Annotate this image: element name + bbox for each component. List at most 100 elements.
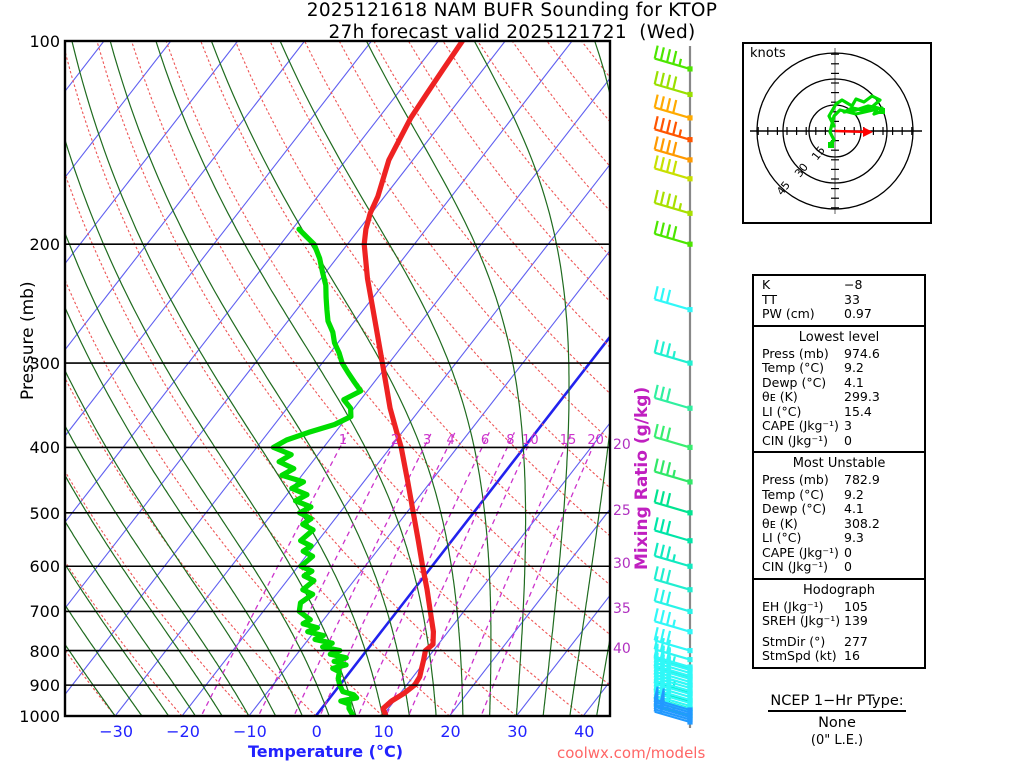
most-unstable-key: CIN (Jkg⁻¹) [762,559,828,574]
most-unstable-key: LI (°C) [762,530,802,545]
hodograph-stats-heading: Hodograph [803,582,875,598]
lowest-level-section: Lowest level Press (mb) 974.6 Temp (°C) 9.2… [754,324,924,452]
index-value: 0.97 [844,306,872,321]
most-unstable-row: LI (°C) 9.3 [754,530,924,546]
temperature-tick--30: −30 [99,722,134,741]
mixing-ratio-label-4: 4 [446,433,455,449]
hodograph-stat-value: 139 [844,613,868,628]
skewt-diagram [63,39,693,728]
pressure-tick-700: 700 [29,602,60,622]
index-row: TT 33 [754,291,924,308]
lowest-level-key: Temp (°C) [762,360,825,375]
most-unstable-value: 308.2 [844,515,880,531]
hodograph-stats-section: Hodograph EH (Jkg⁻¹) 105 SREH (Jkg⁻¹) 139 St… [754,577,924,667]
lowest-level-value: 15.4 [844,403,872,419]
mixing-ratio-label-1: 1 [338,433,348,449]
pressure-tick-100: 100 [29,32,60,51]
mixing-ratio-label-2: 2 [390,433,400,449]
hodograph-stat-row: StmDir (°) 277 [754,633,924,650]
mixing-ratio-axis-title: Mixing Ratio (g/kg) [632,386,652,570]
hodograph-stat-row: StmSpd (kt) 16 [754,648,924,664]
temperature-tick--20: −20 [166,722,200,741]
pressure-tick-500: 500 [29,503,60,523]
indices-section: K −8 TT 33 PW (cm) 0.97 [754,276,924,325]
mixing-ratio-label-20: 20 [587,433,604,449]
most-unstable-heading: Most Unstable [792,456,886,471]
most-unstable-value: 782.9 [844,472,880,487]
index-value: −8 [844,277,863,292]
index-value: 33 [844,291,860,307]
pressure-tick-200: 200 [29,235,60,255]
mixing-ratio-label-6: 6 [480,433,490,449]
height-label-25: 25 [613,502,631,519]
pressure-tick-600: 600 [29,557,60,577]
most-unstable-value: 4.1 [844,501,864,516]
svg-text:15: 15 [809,144,828,163]
most-unstable-key: Dewp (°C) [762,501,827,516]
temperature-tick-20: 20 [440,722,461,741]
lowest-level-row: CAPE (Jkg⁻¹) 3 [754,418,924,434]
temperature-tick-40: 40 [574,722,595,741]
hodograph-stat-key: SREH (Jkg⁻¹) [762,613,841,628]
lowest-level-row: Dewp (°C) 4.1 [754,374,924,391]
most-unstable-value: 0 [844,544,852,560]
most-unstable-row: CIN (Jkg⁻¹) 0 [754,559,924,575]
lowest-level-row: LI (°C) 15.4 [754,403,924,420]
pressure-tick-1000: 1000 [19,707,60,726]
watermark: coolwx.com/models [557,744,706,762]
pressure-tick-900: 900 [29,676,60,696]
hodograph-stat-row: EH (Jkg⁻¹) 105 [754,598,924,615]
lowest-level-value: 0 [844,432,852,448]
hodograph-stat-key: EH (Jkg⁻¹) [762,598,824,614]
ptype-heading: NCEP 1−Hr PType: [768,693,906,712]
mixing-ratio-label-3: 3 [422,433,432,449]
lowest-level-value: 299.3 [844,389,880,404]
hodograph-stat-row: SREH (Jkg⁻¹) 139 [754,613,924,629]
height-label-35: 35 [613,601,631,618]
hodograph-stat-value: 16 [844,648,860,663]
lowest-level-key: CAPE (Jkg⁻¹) [762,418,839,433]
lowest-level-row: Temp (°C) 9.2 [754,360,924,376]
pressure-tick-400: 400 [29,438,60,458]
most-unstable-section: Most Unstable Press (mb) 782.9 Temp (°C) 9.… [754,451,924,578]
lowest-level-row: θᴇ (K) 299.3 [754,389,924,405]
most-unstable-row: Dewp (°C) 4.1 [754,501,924,517]
most-unstable-value: 9.2 [844,486,864,502]
lowest-level-value: 3 [844,418,852,433]
temperature-tick-30: 30 [507,722,528,741]
lowest-level-key: Press (mb) [762,345,829,361]
index-key: K [762,277,771,292]
ptype-value: None [818,715,856,731]
lowest-level-key: Dewp (°C) [762,374,827,390]
lowest-level-value: 974.6 [844,345,880,361]
lowest-level-row: CIN (Jkg⁻¹) 0 [754,432,924,449]
hodograph-panel: 15 30 45 knots [742,42,932,224]
index-row: PW (cm) 0.97 [754,306,924,322]
temperature-tick--10: −10 [233,722,267,741]
temperature-tick-10: 10 [373,722,394,741]
lowest-level-key: θᴇ (K) [762,389,798,404]
mixing-ratio-label-15: 15 [559,433,577,449]
most-unstable-row: CAPE (Jkg⁻¹) 0 [754,544,924,561]
lowest-level-row: Press (mb) 974.6 [754,345,924,362]
lowest-level-heading: Lowest level [798,329,880,345]
chart-title-line1: 2025121618 NAM BUFR Sounding for KTOP [306,0,718,21]
index-key: TT [762,291,778,307]
lowest-level-key: CIN (Jkg⁻¹) [762,432,828,448]
mixing-ratio-label-8: 8 [506,433,515,449]
lowest-level-key: LI (°C) [762,403,802,419]
hodograph-stat-key: StmDir (°) [762,633,826,649]
hodograph-stat-key: StmSpd (kt) [762,648,837,663]
most-unstable-value: 0 [844,559,852,574]
index-key: PW (cm) [762,306,815,321]
ptype-liquid-equivalent: (0" L.E.) [810,733,864,748]
chart-title: 2025121618 NAM BUFR Sounding for KTOP 27… [0,0,1024,44]
pressure-axis-title: Pressure (mb) [18,281,38,400]
temperature-tick-0: 0 [311,722,322,741]
most-unstable-key: Temp (°C) [762,486,825,502]
chart-title-line2: 27h forecast valid 2025121721 (Wed) [328,22,696,43]
mixing-ratio-label-10: 10 [522,433,539,449]
most-unstable-key: θᴇ (K) [762,515,798,531]
most-unstable-key: Press (mb) [762,472,829,487]
